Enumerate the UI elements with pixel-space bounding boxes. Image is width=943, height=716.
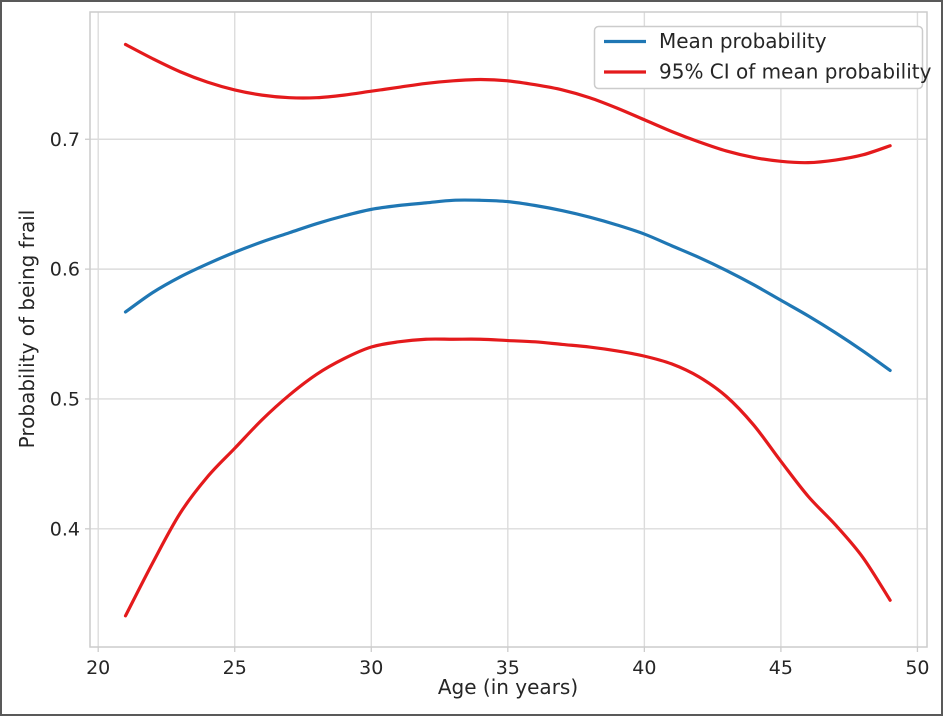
ci-lower-line — [123, 337, 892, 618]
grid-layer — [90, 12, 927, 647]
x-tick-label: 25 — [223, 657, 247, 679]
y-tick-label: 0.7 — [50, 129, 80, 151]
mean-probability-line — [123, 198, 892, 372]
y-axis-label: Probability of being frail — [15, 210, 39, 449]
legend: Mean probability 95% CI of mean probabil… — [593, 25, 932, 90]
spines — [89, 11, 928, 648]
x-tick-label: 20 — [86, 657, 110, 679]
x-tick-label: 30 — [359, 657, 383, 679]
y-tick-label: 0.5 — [50, 388, 80, 410]
x-tick-label: 40 — [632, 657, 656, 679]
legend-label-ci: 95% CI of mean probability — [659, 60, 932, 84]
x-tick-label: 45 — [769, 657, 793, 679]
x-tick-label: 50 — [905, 657, 929, 679]
x-tick-label: 35 — [496, 657, 520, 679]
tick-labels: 20 25 30 35 40 45 50 0.4 0.5 0.6 0.7 — [50, 129, 930, 679]
x-axis-label: Age (in years) — [438, 675, 578, 699]
legend-label-mean: Mean probability — [659, 29, 827, 53]
tick-marks — [85, 138, 919, 652]
legend-box — [593, 25, 924, 90]
data-curves — [123, 42, 892, 618]
ci-upper-line — [123, 42, 892, 165]
y-tick-label: 0.6 — [50, 259, 80, 281]
plot-border — [89, 11, 928, 648]
y-tick-label: 0.4 — [50, 518, 80, 540]
